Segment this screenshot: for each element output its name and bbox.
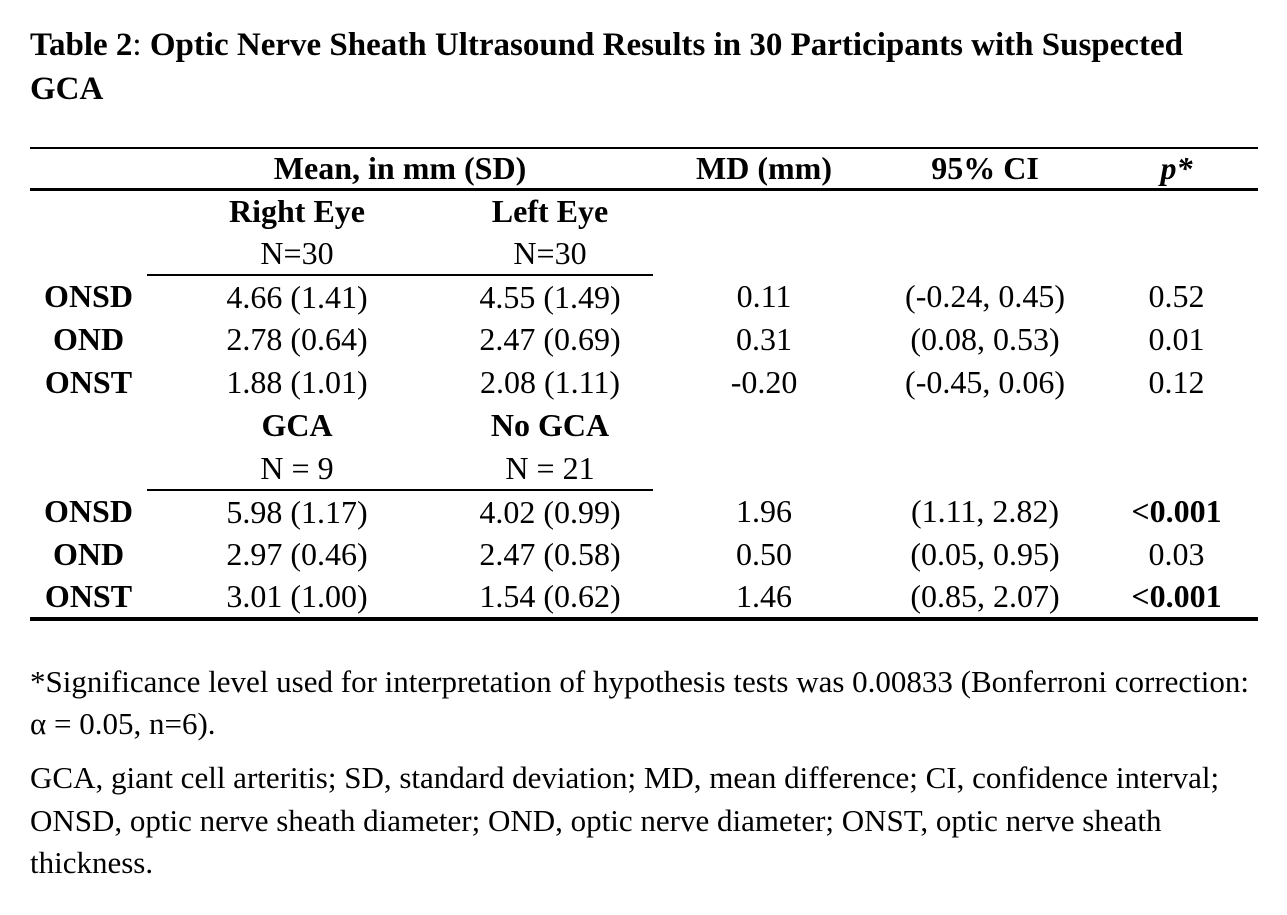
cell-value: 2.78 (0.64) [226, 321, 368, 358]
group-n-row: N = 9 N = 21 [30, 447, 1258, 492]
cell-value: 2.97 (0.46) [226, 536, 368, 573]
group-header-right-eye: Right Eye [229, 193, 365, 230]
cell-p: <0.001 [1131, 493, 1222, 530]
cell-value: 2.47 (0.69) [479, 321, 621, 358]
cell-p: 0.01 [1148, 321, 1205, 358]
group-header-row: Right Eye Left Eye [30, 189, 1258, 232]
cell-value: 5.98 (1.17) [226, 493, 368, 530]
cell-value: 2.47 (0.58) [479, 536, 621, 573]
group-header-left-eye: Left Eye [491, 193, 609, 230]
row-label: OND [52, 321, 125, 358]
cell-ci: (0.05, 0.95) [910, 536, 1060, 573]
cell-p: 0.03 [1148, 536, 1205, 573]
table-row: OND 2.97 (0.46) 2.47 (0.58) 0.50 (0.05, … [30, 533, 1258, 576]
header-md: MD (mm) [653, 148, 876, 191]
cell-ci: (-0.24, 0.45) [905, 278, 1065, 315]
table-header-row: Mean, in mm (SD) MD (mm) 95% CI p* [30, 148, 1259, 191]
cell-p: 0.12 [1148, 364, 1205, 401]
row-label: ONST [44, 364, 133, 401]
header-ci: 95% CI [875, 148, 1096, 191]
group-header-gca: GCA [261, 407, 333, 444]
group-n-no-gca: N = 21 [447, 447, 654, 492]
cell-value: 1.88 (1.01) [226, 364, 368, 401]
cell-p: <0.001 [1131, 578, 1222, 615]
cell-value: 4.55 (1.49) [479, 278, 621, 315]
table-row: ONST 1.88 (1.01) 2.08 (1.11) -0.20 (-0.4… [30, 361, 1258, 404]
cell-md: 0.11 [736, 278, 792, 315]
table-caption-text: Optic Nerve Sheath Ultrasound Results in… [30, 27, 1183, 107]
header-empty [30, 148, 147, 191]
cell-md: 0.50 [736, 536, 793, 573]
cell-value: 1.54 (0.62) [479, 578, 621, 615]
group-header-row: GCA No GCA [30, 404, 1258, 447]
cell-md: -0.20 [730, 364, 798, 401]
cell-md: 1.46 [736, 578, 793, 615]
cell-ci: (0.85, 2.07) [910, 578, 1060, 615]
table-caption-label: Table 2 [30, 27, 133, 63]
table-row: ONST 3.01 (1.00) 1.54 (0.62) 1.46 (0.85,… [30, 576, 1258, 619]
table-row: ONSD 5.98 (1.17) 4.02 (0.99) 1.96 (1.11,… [30, 490, 1258, 533]
table-row: ONSD 4.66 (1.41) 4.55 (1.49) 0.11 (-0.24… [30, 275, 1258, 318]
row-label: ONST [44, 578, 133, 615]
row-label: ONSD [44, 493, 133, 530]
cell-ci: (-0.45, 0.06) [905, 364, 1065, 401]
group-n-right-eye: N=30 [147, 232, 447, 277]
group-n-gca: N = 9 [147, 447, 447, 492]
group-n-row: N=30 N=30 [30, 232, 1258, 277]
cell-md: 0.31 [736, 321, 793, 358]
table-row: OND 2.78 (0.64) 2.47 (0.69) 0.31 (0.08, … [30, 318, 1258, 361]
header-mean: Mean, in mm (SD) [147, 148, 654, 191]
group-n-left-eye: N=30 [447, 232, 654, 277]
row-label: OND [52, 536, 125, 573]
cell-value: 4.02 (0.99) [479, 493, 621, 530]
cell-value: 4.66 (1.41) [226, 278, 368, 315]
row-label: ONSD [44, 278, 133, 315]
results-table: Mean, in mm (SD) MD (mm) 95% CI p* Right… [30, 147, 1259, 622]
footnote-significance: *Significance level used for interpretat… [30, 664, 1250, 742]
table-caption-colon: : [132, 27, 150, 63]
document-page: Table 2: Optic Nerve Sheath Ultrasound R… [30, 24, 1259, 880]
cell-ci: (0.08, 0.53) [910, 321, 1060, 358]
group-header-no-gca: No GCA [490, 407, 610, 444]
table-caption: Table 2: Optic Nerve Sheath Ultrasound R… [30, 24, 1258, 111]
cell-value: 3.01 (1.00) [226, 578, 368, 615]
cell-p: 0.52 [1148, 278, 1205, 315]
footnote-abbreviations: GCA, giant cell arteritis; SD, standard … [30, 760, 1220, 880]
cell-ci: (1.11, 2.82) [910, 493, 1060, 530]
header-p: p* [1095, 148, 1259, 191]
cell-value: 2.08 (1.11) [479, 364, 621, 401]
cell-md: 1.96 [736, 493, 793, 530]
